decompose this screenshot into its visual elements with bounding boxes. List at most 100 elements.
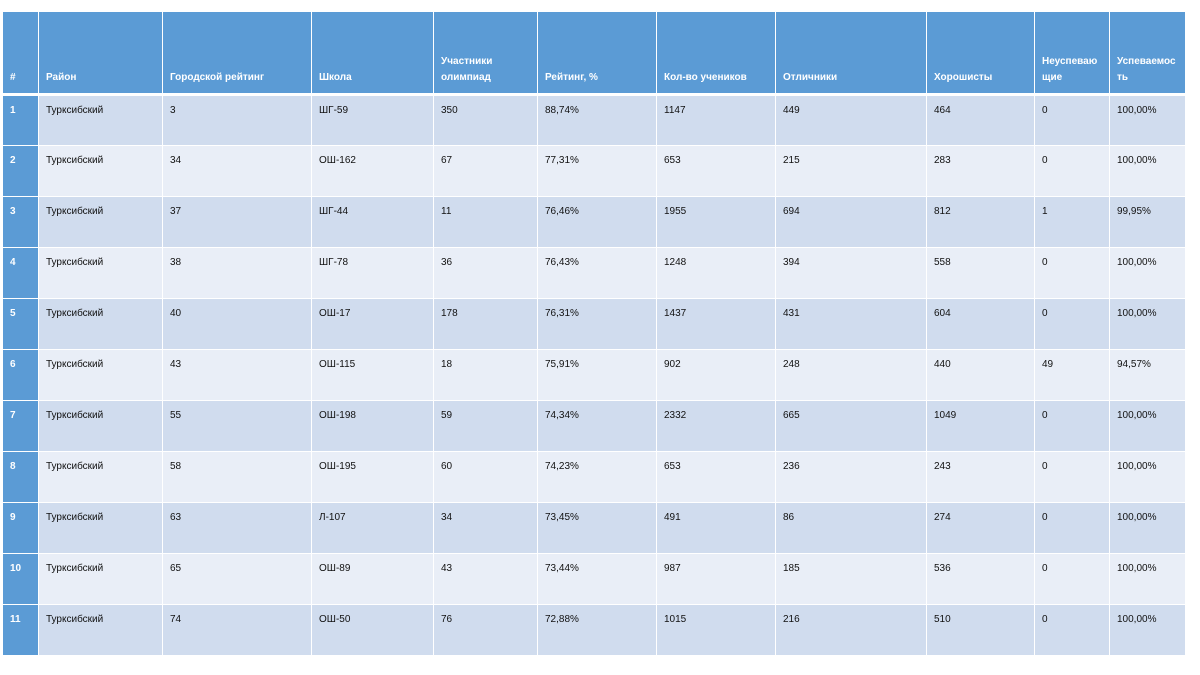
col-good-students-cell: 464 [926,94,1035,146]
col-rating-percent-cell: 76,43% [537,247,657,299]
col-students-count-cell: 491 [656,502,776,554]
col-success-rate-cell: 100,00% [1109,247,1186,299]
col-index-cell: 11 [2,604,39,656]
col-excellent-students-cell: 394 [775,247,927,299]
col-index-cell: 10 [2,553,39,605]
col-school-cell: ОШ-115 [311,349,434,401]
col-district-cell: Турксибский [38,298,163,350]
col-students-count-cell: 1015 [656,604,776,656]
col-school-header: Школа [311,11,434,95]
col-rating-percent-cell: 75,91% [537,349,657,401]
col-failing-students-cell: 49 [1034,349,1110,401]
col-failing-students-header: Неуспеваю щие [1034,11,1110,95]
col-good-students-header: Хорошисты [926,11,1035,95]
col-olympiad-participants-cell: 59 [433,400,538,452]
col-school-cell: ОШ-89 [311,553,434,605]
col-index-cell: 6 [2,349,39,401]
col-city-rating-cell: 43 [162,349,312,401]
col-olympiad-participants-cell: 34 [433,502,538,554]
col-failing-students-cell: 0 [1034,145,1110,197]
table-row: 4 Турксибский 38 ШГ-78 36 76,43% 1248 394 558 0 10… [2,247,1186,299]
col-district-cell: Турксибский [38,451,163,503]
col-index-cell: 1 [2,94,39,146]
col-rating-percent-cell: 73,45% [537,502,657,554]
col-district-cell: Турксибский [38,145,163,197]
col-good-students-cell: 440 [926,349,1035,401]
col-excellent-students-cell: 449 [775,94,927,146]
col-success-rate-cell: 100,00% [1109,502,1186,554]
col-excellent-students-cell: 248 [775,349,927,401]
col-olympiad-participants-cell: 350 [433,94,538,146]
col-school-cell: Л-107 [311,502,434,554]
col-rating-percent-cell: 74,23% [537,451,657,503]
col-city-rating-cell: 74 [162,604,312,656]
col-success-rate-cell: 94,57% [1109,349,1186,401]
col-good-students-cell: 536 [926,553,1035,605]
col-rating-percent-cell: 72,88% [537,604,657,656]
col-excellent-students-cell: 185 [775,553,927,605]
table-row: 2 Турксибский 34 ОШ-162 67 77,31% 653 215 283 0 10… [2,145,1186,197]
col-index-cell: 2 [2,145,39,197]
col-city-rating-cell: 63 [162,502,312,554]
col-olympiad-participants-cell: 11 [433,196,538,248]
col-failing-students-cell: 0 [1034,604,1110,656]
col-city-rating-cell: 3 [162,94,312,146]
col-index-cell: 7 [2,400,39,452]
col-excellent-students-header: Отличники [775,11,927,95]
col-excellent-students-cell: 665 [775,400,927,452]
col-district-cell: Турксибский [38,400,163,452]
col-success-rate-cell: 100,00% [1109,451,1186,503]
col-rating-percent-cell: 77,31% [537,145,657,197]
col-failing-students-cell: 0 [1034,298,1110,350]
col-index-cell: 3 [2,196,39,248]
table-row: 9 Турксибский 63 Л-107 34 73,45% 491 86 274 0 100,… [2,502,1186,554]
col-success-rate-cell: 100,00% [1109,145,1186,197]
col-rating-percent-header: Рейтинг, % [537,11,657,95]
col-school-cell: ОШ-198 [311,400,434,452]
col-failing-students-cell: 0 [1034,400,1110,452]
col-students-count-cell: 2332 [656,400,776,452]
col-failing-students-cell: 0 [1034,451,1110,503]
col-olympiad-participants-cell: 76 [433,604,538,656]
col-district-header: Район [38,11,163,95]
col-district-cell: Турксибский [38,502,163,554]
col-students-count-cell: 1248 [656,247,776,299]
col-failing-students-cell: 0 [1034,553,1110,605]
col-good-students-cell: 510 [926,604,1035,656]
col-failing-students-cell: 0 [1034,94,1110,146]
col-city-rating-cell: 65 [162,553,312,605]
col-index-header: # [2,11,39,95]
col-students-count-cell: 653 [656,145,776,197]
col-success-rate-cell: 100,00% [1109,553,1186,605]
col-school-cell: ШГ-59 [311,94,434,146]
col-city-rating-cell: 37 [162,196,312,248]
col-excellent-students-cell: 431 [775,298,927,350]
col-success-rate-cell: 99,95% [1109,196,1186,248]
table-row: 1 Турксибский 3 ШГ-59 350 88,74% 1147 449 464 0 10… [2,94,1186,146]
col-city-rating-cell: 58 [162,451,312,503]
table-row: 6 Турксибский 43 ОШ-115 18 75,91% 902 248 440 49 9… [2,349,1186,401]
col-good-students-cell: 558 [926,247,1035,299]
col-city-rating-cell: 40 [162,298,312,350]
col-rating-percent-cell: 76,31% [537,298,657,350]
table-row: 7 Турксибский 55 ОШ-198 59 74,34% 2332 665 1049 0… [2,400,1186,452]
col-rating-percent-cell: 88,74% [537,94,657,146]
col-school-cell: ШГ-78 [311,247,434,299]
col-failing-students-cell: 0 [1034,247,1110,299]
col-rating-percent-cell: 76,46% [537,196,657,248]
col-good-students-cell: 1049 [926,400,1035,452]
col-good-students-cell: 604 [926,298,1035,350]
col-school-cell: ОШ-50 [311,604,434,656]
col-school-cell: ОШ-195 [311,451,434,503]
col-students-count-cell: 653 [656,451,776,503]
col-olympiad-participants-cell: 60 [433,451,538,503]
col-good-students-cell: 274 [926,502,1035,554]
col-olympiad-participants-header: Участники олимпиад [433,11,538,95]
col-failing-students-cell: 0 [1034,502,1110,554]
col-rating-percent-cell: 74,34% [537,400,657,452]
col-success-rate-cell: 100,00% [1109,94,1186,146]
col-olympiad-participants-cell: 178 [433,298,538,350]
col-olympiad-participants-cell: 43 [433,553,538,605]
col-district-cell: Турксибский [38,604,163,656]
col-city-rating-cell: 34 [162,145,312,197]
